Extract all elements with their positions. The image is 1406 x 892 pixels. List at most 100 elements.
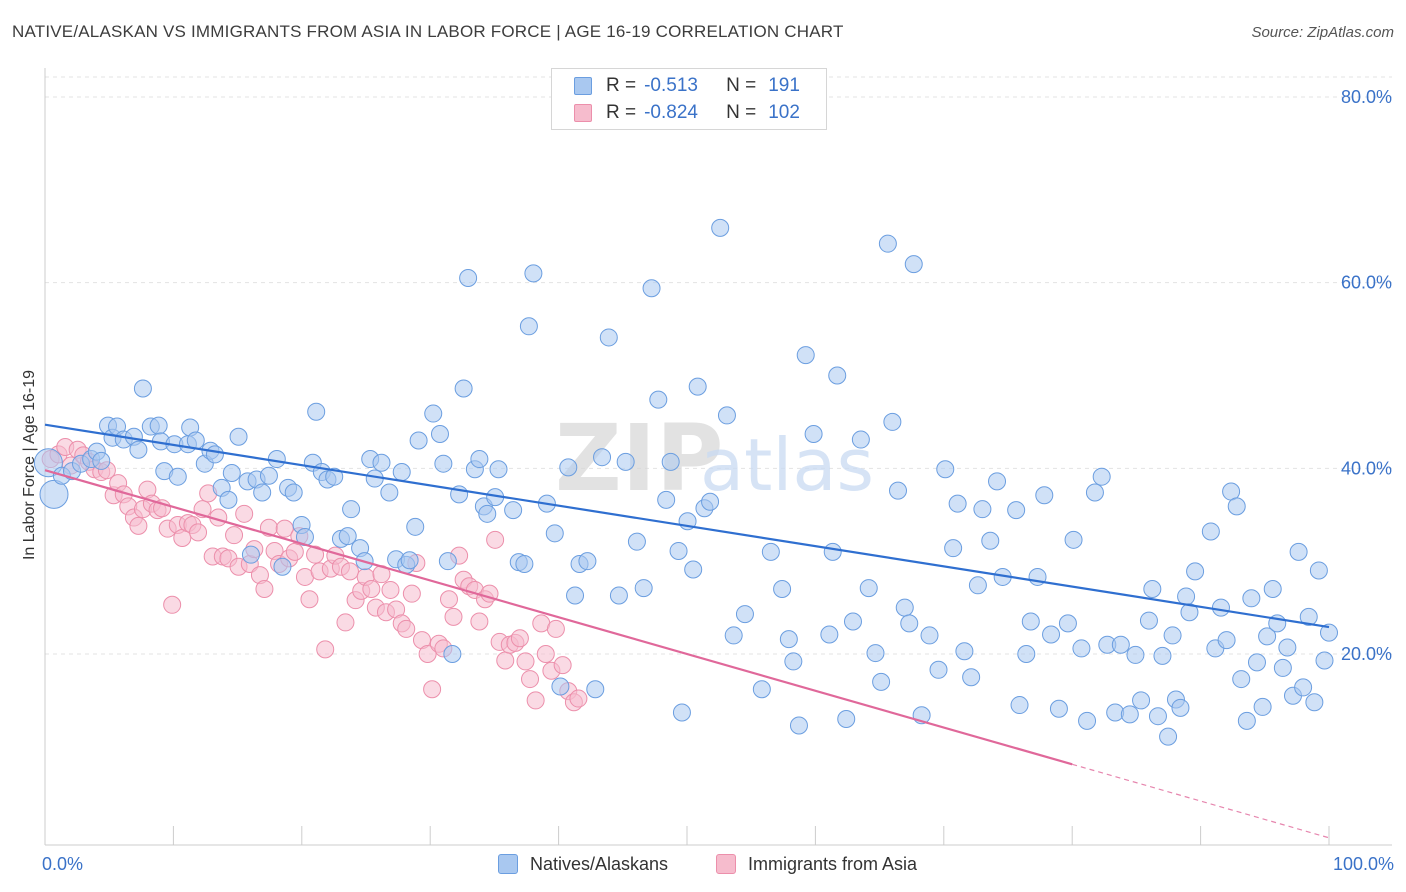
data-point-natives bbox=[1058, 614, 1077, 633]
data-point-natives bbox=[968, 576, 987, 595]
data-point-natives bbox=[478, 504, 497, 523]
data-point-natives bbox=[1072, 639, 1091, 658]
trend-line-immigrants bbox=[44, 469, 1073, 766]
data-point-natives bbox=[149, 416, 168, 435]
legend-r-label: R = bbox=[606, 102, 637, 123]
data-point-natives bbox=[735, 605, 754, 624]
correlation-legend: R = -0.513 N = 191 R = -0.824 N = 102 bbox=[551, 68, 827, 130]
data-point-natives bbox=[342, 500, 361, 519]
data-point-natives bbox=[804, 424, 823, 443]
data-point-natives bbox=[888, 481, 907, 500]
trend-line-natives bbox=[44, 423, 1330, 629]
data-point-immigrants bbox=[439, 590, 458, 609]
data-point-natives bbox=[634, 579, 653, 598]
legend-r-value: -0.824 bbox=[644, 102, 698, 123]
data-point-natives bbox=[627, 532, 646, 551]
data-point-natives bbox=[904, 255, 923, 274]
data-point-natives bbox=[1064, 530, 1083, 549]
data-point-natives bbox=[1247, 653, 1266, 672]
data-point-natives bbox=[616, 452, 635, 471]
data-point-natives bbox=[1010, 696, 1029, 715]
data-point-natives bbox=[684, 560, 703, 579]
data-point-immigrants bbox=[496, 651, 515, 670]
data-point-natives bbox=[859, 579, 878, 598]
data-point-natives bbox=[434, 454, 453, 473]
data-point-immigrants bbox=[418, 645, 437, 663]
data-point-natives bbox=[504, 501, 523, 520]
data-point-natives bbox=[1263, 580, 1282, 599]
data-point-natives bbox=[701, 492, 720, 511]
data-point-immigrants bbox=[316, 640, 335, 659]
data-point-immigrants bbox=[402, 584, 421, 603]
data-point-natives bbox=[948, 494, 967, 513]
data-point-natives bbox=[711, 218, 730, 237]
data-point-natives bbox=[988, 472, 1007, 491]
data-point-natives bbox=[936, 460, 955, 479]
data-point-immigrants bbox=[255, 580, 274, 599]
data-point-natives bbox=[929, 660, 948, 679]
legend-swatch-pink bbox=[574, 104, 592, 122]
data-point-natives bbox=[1042, 625, 1061, 644]
data-point-natives bbox=[895, 598, 914, 617]
data-point-natives bbox=[773, 580, 792, 599]
legend-swatch-natives bbox=[498, 854, 518, 874]
data-point-natives bbox=[866, 644, 885, 663]
legend-item-natives[interactable]: Natives/Alaskans bbox=[498, 851, 668, 877]
y-tick-label: 20.0% bbox=[1341, 644, 1392, 664]
data-point-natives bbox=[1007, 501, 1026, 520]
data-point-natives bbox=[219, 490, 238, 509]
data-point-natives bbox=[1180, 603, 1199, 622]
legend-n-label: N = bbox=[726, 75, 757, 96]
data-point-immigrants bbox=[516, 652, 535, 671]
data-point-natives bbox=[229, 427, 248, 446]
watermark: ZIP atlas bbox=[555, 405, 874, 512]
legend-swatch-immigrants bbox=[716, 854, 736, 874]
legend-swatch-blue bbox=[574, 77, 592, 95]
data-point-natives bbox=[168, 467, 187, 486]
data-point-natives bbox=[1294, 678, 1313, 697]
legend-item-immigrants[interactable]: Immigrants from Asia bbox=[716, 851, 917, 877]
watermark-zip: ZIP bbox=[555, 405, 723, 512]
data-point-natives bbox=[1201, 522, 1220, 541]
data-point-natives bbox=[1186, 562, 1205, 581]
data-point-natives bbox=[1227, 497, 1246, 516]
watermark-atlas: atlas bbox=[700, 423, 874, 507]
data-point-natives bbox=[784, 652, 803, 671]
data-point-natives bbox=[459, 269, 478, 288]
data-point-natives bbox=[92, 451, 111, 470]
data-point-natives bbox=[524, 264, 543, 283]
data-point-natives bbox=[133, 379, 152, 398]
data-point-natives bbox=[593, 448, 612, 467]
data-point-natives bbox=[657, 490, 676, 509]
data-point-natives bbox=[372, 453, 391, 472]
data-point-natives bbox=[519, 317, 538, 336]
data-point-immigrants bbox=[336, 613, 355, 632]
data-point-natives bbox=[828, 366, 847, 385]
data-point-natives bbox=[900, 614, 919, 633]
data-point-natives bbox=[1126, 645, 1145, 664]
data-point-natives bbox=[1035, 486, 1054, 505]
data-point-immigrants bbox=[306, 545, 325, 564]
data-point-natives bbox=[878, 234, 897, 253]
data-point-natives bbox=[1163, 626, 1182, 645]
data-point-natives bbox=[973, 500, 992, 519]
data-point-natives bbox=[1092, 467, 1111, 486]
data-point-natives bbox=[872, 672, 891, 691]
data-point-natives bbox=[609, 586, 628, 605]
series-legend: Natives/Alaskans Immigrants from Asia bbox=[0, 851, 1406, 877]
data-point-natives bbox=[392, 463, 411, 482]
series-immigrants-points bbox=[41, 437, 588, 712]
legend-r-label: R = bbox=[606, 75, 637, 96]
data-point-natives bbox=[307, 402, 326, 421]
data-point-natives bbox=[955, 642, 974, 661]
y-tick-label: 40.0% bbox=[1341, 458, 1392, 478]
data-point-natives bbox=[267, 450, 286, 469]
data-point-natives bbox=[649, 390, 668, 409]
data-point-natives bbox=[380, 483, 399, 502]
tick-labels: 20.0% 40.0% 60.0% 80.0% 0.0% 100.0% bbox=[42, 87, 1394, 874]
data-point-natives bbox=[470, 450, 489, 469]
data-point-immigrants bbox=[362, 580, 381, 599]
chart-source: Source: ZipAtlas.com bbox=[1251, 24, 1394, 41]
data-point-immigrants bbox=[521, 670, 540, 689]
data-point-natives bbox=[1143, 580, 1162, 599]
